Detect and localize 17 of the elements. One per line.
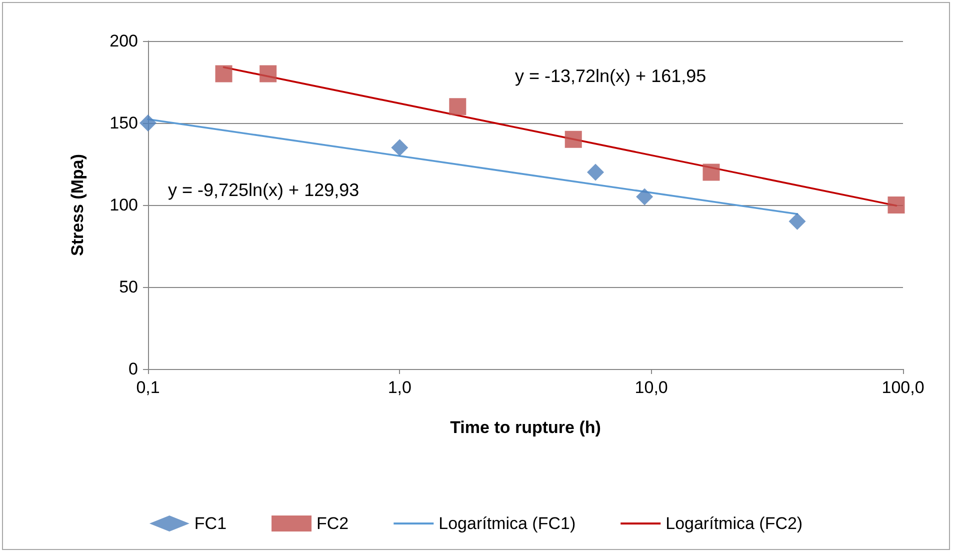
annotation: y = -13,72ln(x) + 161,95 bbox=[515, 66, 706, 86]
annotation: y = -9,725ln(x) + 129,93 bbox=[168, 180, 360, 200]
legend-label: FC2 bbox=[316, 514, 349, 533]
legend-label: Logarítmica (FC1) bbox=[438, 514, 576, 533]
legend-label: FC1 bbox=[194, 514, 227, 533]
x-tick-label: 1,0 bbox=[388, 378, 412, 397]
y-tick-label: 50 bbox=[119, 278, 138, 296]
y-axis-title: Stress (Mpa) bbox=[68, 154, 87, 256]
y-tick-label: 150 bbox=[110, 114, 138, 132]
y-tick-label: 0 bbox=[128, 360, 138, 378]
x-tick-label: 10,0 bbox=[634, 378, 668, 397]
x-tick-label: 100,0 bbox=[882, 378, 924, 397]
y-tick-label: 100 bbox=[110, 196, 138, 214]
x-axis-title: Time to rupture (h) bbox=[450, 418, 601, 437]
x-tick-label: 0,1 bbox=[136, 378, 160, 397]
y-tick-label: 200 bbox=[110, 32, 138, 50]
legend-label: Logarítmica (FC2) bbox=[666, 514, 803, 533]
